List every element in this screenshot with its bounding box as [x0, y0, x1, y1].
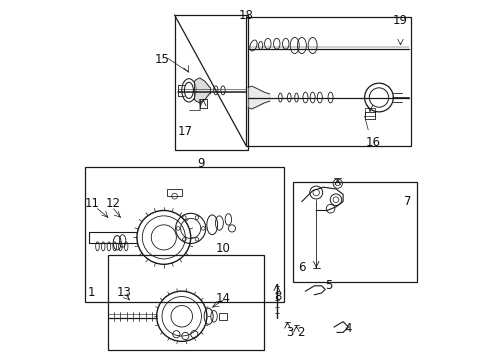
Bar	[246, 17, 410, 146]
Text: 9: 9	[197, 157, 205, 170]
Bar	[108, 255, 264, 350]
Text: 5: 5	[325, 279, 332, 292]
Text: 17: 17	[178, 125, 192, 138]
Bar	[292, 182, 416, 282]
Text: 15: 15	[154, 53, 169, 66]
Bar	[167, 189, 182, 196]
Text: 19: 19	[392, 14, 407, 27]
Bar	[219, 314, 226, 320]
Text: 12: 12	[106, 197, 121, 210]
Text: 11: 11	[84, 197, 100, 210]
Text: 10: 10	[215, 242, 230, 255]
Bar	[174, 15, 247, 149]
Text: 2: 2	[296, 326, 304, 339]
Text: 4: 4	[344, 322, 351, 335]
Text: 3: 3	[285, 326, 293, 339]
Text: 16: 16	[366, 136, 380, 149]
Bar	[85, 167, 284, 302]
Text: 13: 13	[117, 287, 132, 300]
Text: 14: 14	[215, 292, 230, 305]
Text: 6: 6	[298, 261, 305, 274]
Text: 1: 1	[87, 287, 95, 300]
Text: 7: 7	[403, 195, 410, 208]
Text: 18: 18	[238, 9, 253, 22]
Text: 8: 8	[273, 290, 281, 303]
